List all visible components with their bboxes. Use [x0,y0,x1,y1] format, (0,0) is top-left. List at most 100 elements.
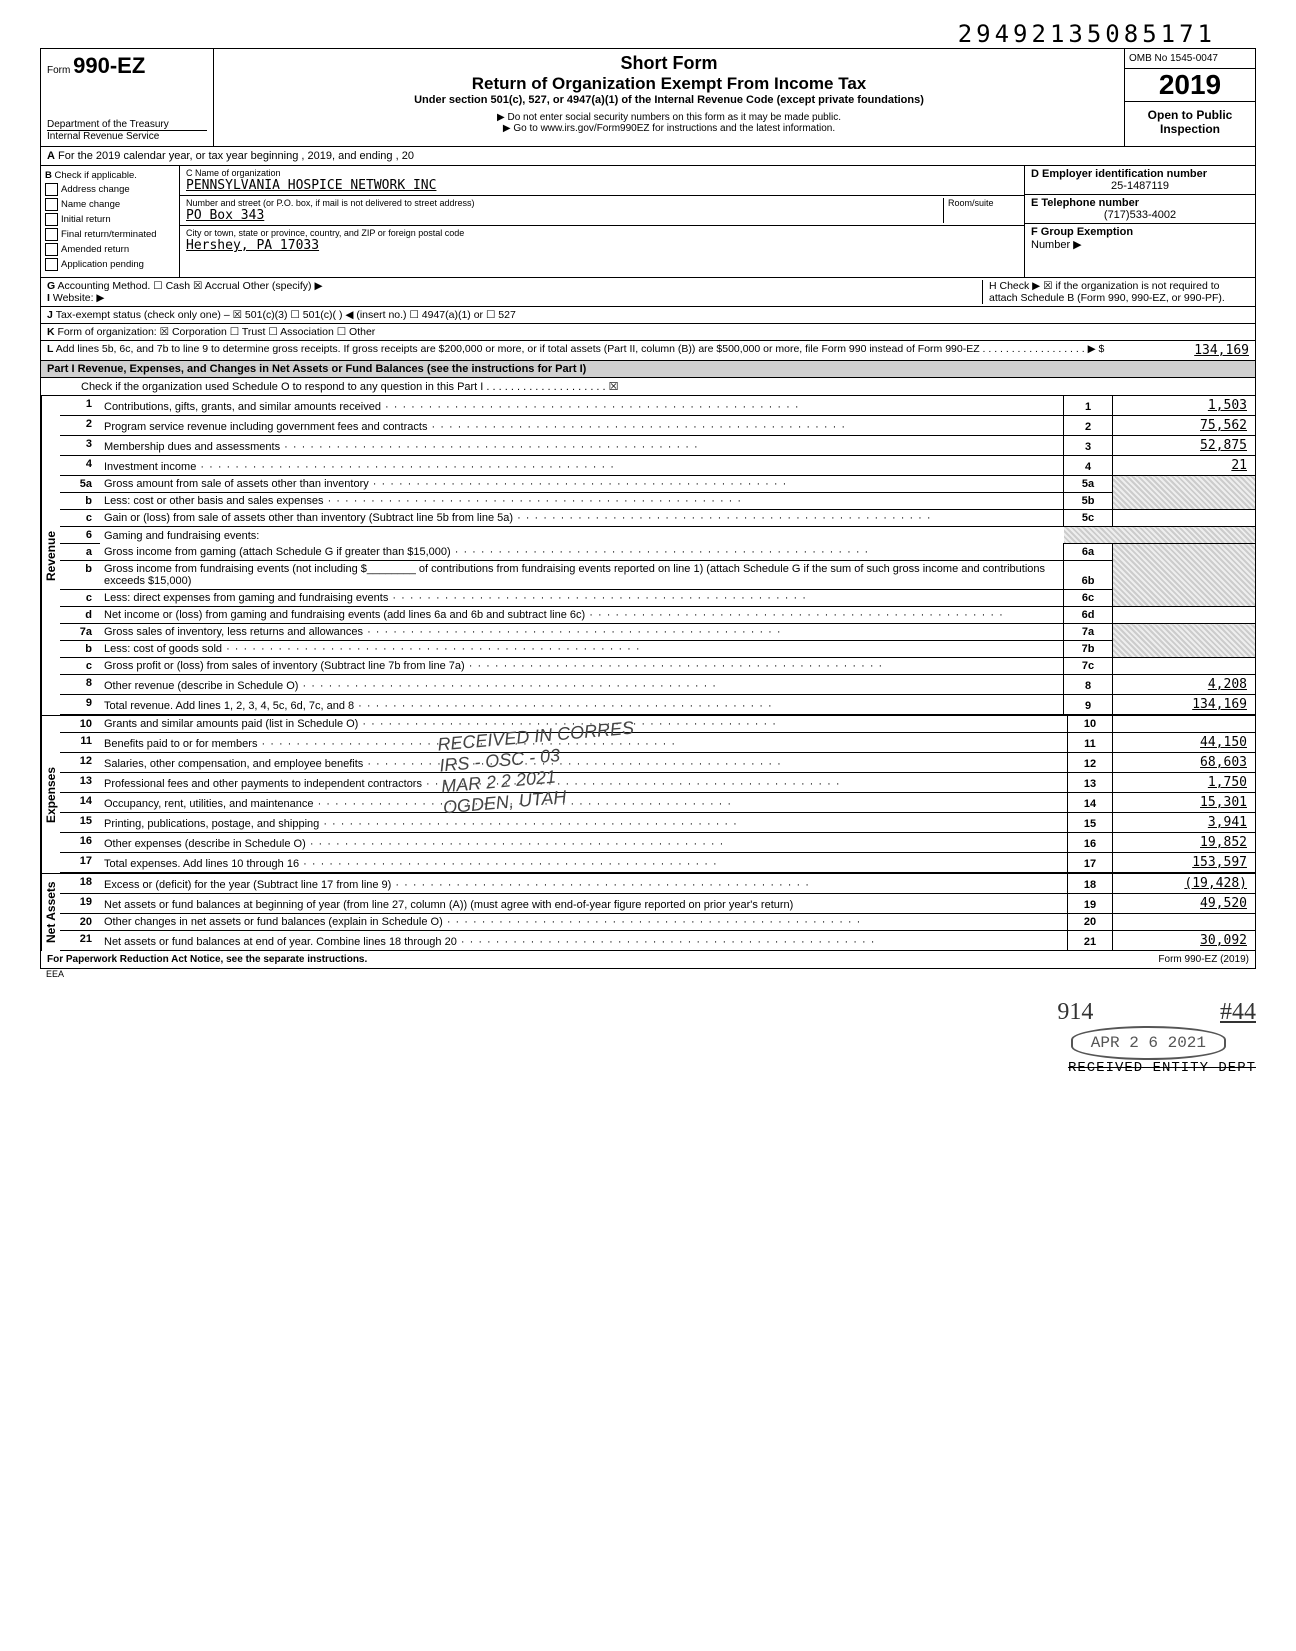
b-item-4: Amended return [61,244,129,255]
header-mid: Short Form Return of Organization Exempt… [214,49,1124,146]
open-public: Open to Public Inspection [1125,102,1255,142]
k-text: Form of organization: ☒ Corporation ☐ Tr… [58,326,376,338]
org-city: Hershey, PA 17033 [186,238,1018,253]
chk-final[interactable] [45,228,58,241]
row-A: A For the 2019 calendar year, or tax yea… [41,147,1255,166]
line-20-desc: Other changes in net assets or fund bala… [100,914,1068,931]
dept-label: Department of the Treasury [47,119,207,130]
netassets-table: 18Excess or (deficit) for the year (Subt… [60,874,1255,951]
line-8-desc: Other revenue (describe in Schedule O) [100,675,1064,695]
chk-address[interactable] [45,183,58,196]
org-name: PENNSYLVANIA HOSPICE NETWORK INC [186,178,1018,193]
note-url: ▶ Go to www.irs.gov/Form990EZ for instru… [220,123,1118,134]
footer-eea: EEA [40,969,1256,979]
line-19-amt: 49,520 [1113,894,1256,914]
line-5b-desc: Less: cost or other basis and sales expe… [100,493,1064,510]
b-item-2: Initial return [61,214,111,225]
revenue-table: 1Contributions, gifts, grants, and simil… [60,396,1255,715]
f-label: F Group Exemption [1031,226,1133,238]
chk-name[interactable] [45,198,58,211]
irs-label: Internal Revenue Service [47,130,207,142]
line-18-amt: (19,428) [1113,874,1256,894]
b-item-1: Name change [61,199,120,210]
dln-number: 29492135085171 [40,20,1216,48]
line-11-amt: 44,150 [1113,733,1256,753]
line-5c-box: 5c [1064,510,1113,527]
section-b-to-f: B Check if applicable. Address change Na… [41,166,1255,278]
omb-number: OMB No 1545-0047 [1125,49,1255,69]
line-6c-box: 6c [1064,590,1113,607]
row-J: J Tax-exempt status (check only one) – ☒… [41,307,1255,324]
expenses-table: 10Grants and similar amounts paid (list … [60,716,1255,873]
line-7c-box: 7c [1064,658,1113,675]
line-16-desc: Other expenses (describe in Schedule O) [100,833,1068,853]
h-text: H Check ▶ ☒ if the organization is not r… [982,280,1249,304]
chk-initial[interactable] [45,213,58,226]
expenses-section: Expenses RECEIVED IN CORRES IRS - OSC - … [41,715,1255,873]
hand-44: #44 [1220,999,1256,1025]
row-a-text: For the 2019 calendar year, or tax year … [58,150,414,162]
chk-pending[interactable] [45,258,58,271]
c-name-label: C Name of organization [186,168,1018,178]
netassets-sidelabel: Net Assets [41,874,60,951]
chk-amended[interactable] [45,243,58,256]
line-17-amt: 153,597 [1113,853,1256,873]
form-header: Form 990-EZ Department of the Treasury I… [41,49,1255,147]
revenue-section: Revenue 1Contributions, gifts, grants, a… [41,396,1255,715]
line-17-desc: Total expenses. Add lines 10 through 16 [100,853,1068,873]
form-subtitle: Under section 501(c), 527, or 4947(a)(1)… [220,94,1118,106]
l-text: Add lines 5b, 6c, and 7b to line 9 to de… [56,343,980,355]
line-6d-desc: Net income or (loss) from gaming and fun… [100,607,1064,624]
entity-stamp: RECEIVED ENTITY DEPT [1068,1060,1256,1076]
line-15-desc: Printing, publications, postage, and shi… [100,813,1068,833]
note-ssn: ▶ Do not enter social security numbers o… [220,112,1118,123]
col-C: C Name of organization PENNSYLVANIA HOSP… [180,166,1025,277]
footer-left: For Paperwork Reduction Act Notice, see … [47,954,367,965]
date-stamp: APR 2 6 2021 [1071,1026,1226,1060]
c-addr-label: Number and street (or P.O. box, if mail … [186,198,943,208]
tax-year: 2019 [1125,69,1255,102]
footer: For Paperwork Reduction Act Notice, see … [41,951,1255,968]
short-form: Short Form [220,53,1118,74]
b-item-3: Final return/terminated [61,229,157,240]
line-7a-box: 7a [1064,624,1113,641]
line-21-amt: 30,092 [1113,931,1256,951]
line-6b-desc: Gross income from fundraising events (no… [100,561,1064,590]
line-18-desc: Excess or (deficit) for the year (Subtra… [100,874,1068,894]
revenue-sidelabel: Revenue [41,396,60,715]
row-G: G Accounting Method. ☐ Cash ☒ Accrual Ot… [41,278,1255,307]
g-text: Accounting Method. ☐ Cash ☒ Accrual Othe… [58,280,323,292]
line-12-amt: 68,603 [1113,753,1256,773]
line-2-desc: Program service revenue including govern… [100,416,1064,436]
form-title: Return of Organization Exempt From Incom… [220,74,1118,94]
line-13-amt: 1,750 [1113,773,1256,793]
line-19-desc: Net assets or fund balances at beginning… [100,894,1068,914]
line-16-amt: 19,852 [1113,833,1256,853]
line-5b-box: 5b [1064,493,1113,510]
line-6b-box: 6b [1064,561,1113,590]
d-label: D Employer identification number [1031,168,1207,180]
ein: 25-1487119 [1031,180,1249,192]
line-6a-desc: Gross income from gaming (attach Schedul… [100,544,1064,561]
bottom-stamps: 914 #44 APR 2 6 2021 RECEIVED ENTITY DEP… [40,999,1256,1076]
row-L: L Add lines 5b, 6c, and 7b to line 9 to … [41,341,1255,360]
line-14-amt: 15,301 [1113,793,1256,813]
b-item-0: Address change [61,184,130,195]
footer-right: Form 990-EZ (2019) [1158,954,1249,965]
line-3-desc: Membership dues and assessments [100,436,1064,456]
header-right: OMB No 1545-0047 2019 Open to Public Ins… [1124,49,1255,146]
expenses-sidelabel: Expenses [41,716,60,873]
line-6d-box: 6d [1064,607,1113,624]
col-B: B Check if applicable. Address change Na… [41,166,180,277]
line-5a-box: 5a [1064,476,1113,493]
netassets-section: Net Assets 18Excess or (deficit) for the… [41,873,1255,951]
line-4-amt: 21 [1113,456,1256,476]
line-1-amt: 1,503 [1113,396,1256,416]
row-K: K Form of organization: ☒ Corporation ☐ … [41,324,1255,341]
line-7a-desc: Gross sales of inventory, less returns a… [100,624,1064,641]
line-9-amt: 134,169 [1113,695,1256,715]
room-label: Room/suite [943,198,1018,223]
col-DE: D Employer identification number 25-1487… [1025,166,1255,277]
line-7b-desc: Less: cost of goods sold [100,641,1064,658]
hand-914: 914 [1057,999,1093,1025]
